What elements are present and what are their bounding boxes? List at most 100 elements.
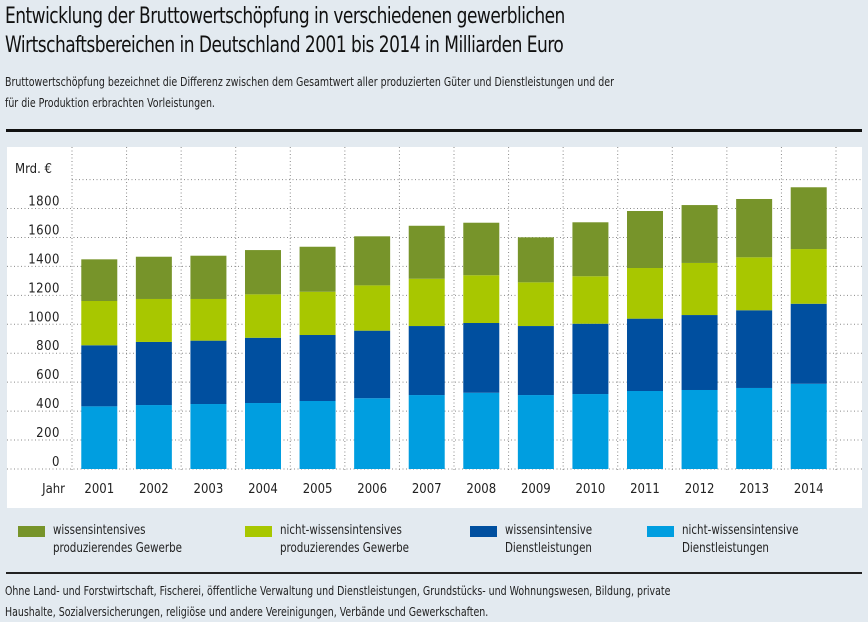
bar-segment-1 xyxy=(736,310,773,388)
y-tick-label: 1800 xyxy=(28,195,60,210)
header-divider xyxy=(6,129,862,132)
bar-segment-1 xyxy=(245,337,281,404)
legend-swatch xyxy=(18,526,45,537)
bar-segment-2 xyxy=(190,298,227,341)
axis-labels: Mrd. € Jahr 0 200 400 600 800 1000 1200 1400 160… xyxy=(15,162,824,497)
bar-segment-2 xyxy=(354,285,391,331)
bar-stack-2013 xyxy=(736,198,773,469)
y-tick-label: 200 xyxy=(36,426,60,441)
bar-stack-2007 xyxy=(408,225,445,469)
bar-segment-1 xyxy=(517,326,554,396)
bars xyxy=(81,187,827,469)
bar-segment-0 xyxy=(245,403,281,469)
bar-stack-2003 xyxy=(190,255,227,469)
legend-label: nicht-wissensintensives produzierendes Ge… xyxy=(280,522,409,558)
bar-stack-2005 xyxy=(299,246,336,469)
bar-segment-3 xyxy=(408,225,445,279)
x-tick-label: 2009 xyxy=(521,482,551,497)
legend-label-line-1: nicht-wissensintensives xyxy=(280,523,402,538)
bar-segment-3 xyxy=(463,222,500,276)
bar-stack-2008 xyxy=(463,222,500,469)
x-tick-label: 2012 xyxy=(685,482,715,497)
bar-segment-1 xyxy=(135,341,172,406)
bar-segment-2 xyxy=(517,282,554,327)
bar-segment-1 xyxy=(190,340,227,405)
bar-stack-2001 xyxy=(81,259,118,469)
y-tick-label: 1000 xyxy=(28,310,60,325)
bar-segment-3 xyxy=(299,246,336,292)
bar-segment-0 xyxy=(681,389,718,469)
bar-segment-0 xyxy=(517,395,554,469)
x-tick-label: 2011 xyxy=(630,482,660,497)
bar-stack-2004 xyxy=(245,250,281,469)
bar-segment-2 xyxy=(245,294,281,338)
x-tick-label: 2008 xyxy=(466,482,496,497)
x-tick-label: 2013 xyxy=(739,482,769,497)
bar-stack-2012 xyxy=(681,205,718,469)
bar-segment-2 xyxy=(81,301,118,346)
bar-segment-3 xyxy=(627,210,663,269)
x-tick-label: 2005 xyxy=(303,482,333,497)
title-line-1: Entwicklung der Bruttowertschöpfung in v… xyxy=(5,4,565,29)
chart-panel: Mrd. € Jahr 0 200 400 600 800 1000 1200 1400 160… xyxy=(7,147,862,508)
legend-label: wissensintensives produzierendes Gewerbe xyxy=(53,522,182,558)
bar-segment-2 xyxy=(463,275,500,323)
y-tick-label: 1600 xyxy=(28,223,60,238)
y-axis-label: Mrd. € xyxy=(15,162,52,177)
bar-segment-3 xyxy=(572,222,609,277)
subtitle-line-2: für die Produktion erbrachten Vorleistun… xyxy=(5,95,215,110)
subtitle-line-1: Bruttowertschöpfung bezeichnet die Diffe… xyxy=(5,74,614,89)
bar-segment-0 xyxy=(190,404,227,469)
bar-stack-2014 xyxy=(790,187,827,469)
bar-segment-1 xyxy=(463,322,500,393)
bar-segment-2 xyxy=(681,262,718,316)
bar-segment-3 xyxy=(190,255,227,299)
bar-segment-2 xyxy=(572,276,609,324)
legend-swatch xyxy=(245,526,272,537)
bar-segment-0 xyxy=(81,406,118,469)
bar-stack-2010 xyxy=(572,222,609,469)
legend-swatch xyxy=(470,526,497,537)
bar-segment-1 xyxy=(81,345,118,407)
bar-segment-3 xyxy=(245,250,281,295)
legend-label-line-2: Dienstleistungen xyxy=(505,541,592,556)
bar-stack-2006 xyxy=(354,236,391,469)
y-tick-label: 800 xyxy=(36,339,60,354)
legend-label-line-2: produzierendes Gewerbe xyxy=(280,541,409,556)
x-tick-label: 2006 xyxy=(357,482,387,497)
legend-label-line-1: wissensintensives xyxy=(53,523,146,538)
bar-segment-3 xyxy=(736,198,773,258)
bar-segment-1 xyxy=(627,318,663,392)
bar-segment-0 xyxy=(463,392,500,469)
chart-legend: wissensintensives produzierendes Gewerbe n… xyxy=(0,522,868,566)
bar-segment-0 xyxy=(572,394,609,469)
x-tick-label: 2002 xyxy=(139,482,169,497)
bar-stack-2009 xyxy=(517,237,554,469)
bar-segment-0 xyxy=(135,405,172,469)
bar-segment-2 xyxy=(408,278,445,327)
bar-segment-0 xyxy=(354,398,391,469)
x-tick-label: 2001 xyxy=(84,482,114,497)
bar-segment-2 xyxy=(299,291,336,336)
bar-segment-2 xyxy=(790,249,827,304)
x-tick-label: 2004 xyxy=(248,482,278,497)
legend-label-line-1: nicht-wissensintensive xyxy=(682,523,799,538)
x-tick-label: 2003 xyxy=(194,482,224,497)
y-tick-label: 600 xyxy=(36,368,60,383)
chart-title: Entwicklung der Bruttowertschöpfung in v… xyxy=(5,2,565,60)
bar-segment-3 xyxy=(790,187,827,250)
footer-divider xyxy=(6,572,862,574)
x-axis-label: Jahr xyxy=(41,482,65,497)
footnote: Ohne Land- und Forstwirtschaft, Fischere… xyxy=(5,580,845,622)
bar-segment-0 xyxy=(627,391,663,469)
title-line-2: Wirtschaftsbereichen in Deutschland 2001… xyxy=(5,33,564,58)
x-tick-label: 2014 xyxy=(794,482,824,497)
legend-label: wissensintensive Dienstleistungen xyxy=(505,522,592,558)
bar-stack-2011 xyxy=(627,210,663,469)
bar-segment-3 xyxy=(517,237,554,283)
bar-segment-0 xyxy=(736,387,773,469)
bar-segment-1 xyxy=(572,323,609,395)
bar-segment-0 xyxy=(790,383,827,469)
bar-stack-2002 xyxy=(135,256,172,469)
y-tick-label: 400 xyxy=(36,397,60,412)
